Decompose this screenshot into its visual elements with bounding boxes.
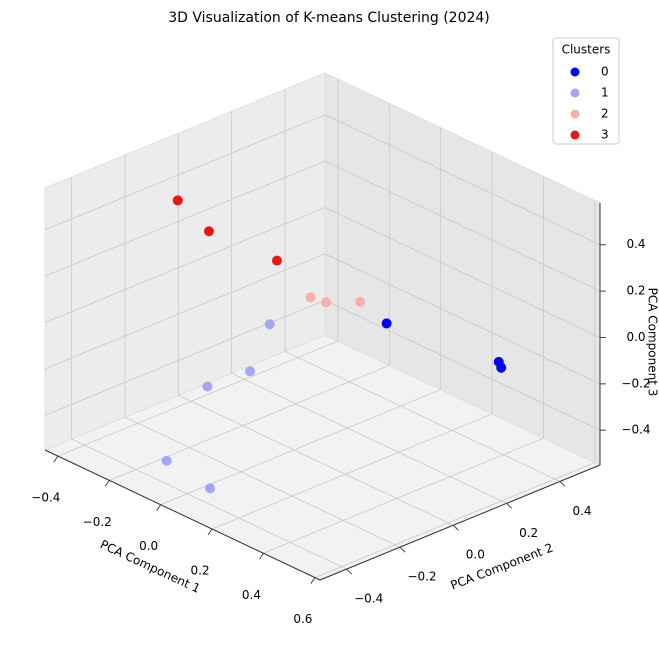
x-tick-label: 0.4 bbox=[242, 588, 261, 602]
tick-mark bbox=[104, 480, 110, 487]
legend-label: 3 bbox=[601, 128, 609, 142]
z-tick-label: 0.0 bbox=[626, 330, 645, 344]
grid-line bbox=[324, 207, 601, 338]
z-axis-label: PCA Component 3 bbox=[646, 288, 659, 397]
tick-mark bbox=[53, 455, 59, 463]
tick-mark bbox=[506, 502, 513, 509]
grid-line bbox=[178, 394, 454, 526]
grid-line bbox=[44, 160, 326, 277]
y-tick-label: 0.0 bbox=[466, 548, 485, 562]
x-tick-label: 0.6 bbox=[293, 612, 312, 626]
grid-line bbox=[44, 253, 326, 370]
legend-marker bbox=[570, 67, 580, 77]
tick-mark bbox=[207, 528, 213, 536]
grid-line bbox=[324, 299, 601, 431]
grid-line bbox=[109, 365, 390, 481]
point bbox=[205, 483, 216, 494]
tick-mark bbox=[452, 524, 459, 531]
point bbox=[321, 297, 332, 308]
grid-line bbox=[324, 114, 601, 246]
point bbox=[245, 366, 256, 377]
grid-line bbox=[324, 253, 601, 385]
y-tick-label: −0.4 bbox=[354, 592, 383, 606]
legend-label: 0 bbox=[601, 65, 609, 79]
legend-label: 2 bbox=[601, 107, 609, 121]
grid-line bbox=[57, 340, 339, 457]
point bbox=[496, 362, 507, 373]
point bbox=[264, 319, 275, 330]
grid-line bbox=[44, 207, 326, 323]
z-tick-label: −0.4 bbox=[621, 423, 650, 437]
y-axis-label: PCA Component 2 bbox=[449, 541, 556, 593]
point bbox=[202, 381, 213, 392]
point bbox=[355, 296, 366, 307]
x-tick-label: 0.0 bbox=[139, 539, 158, 553]
tick-mark bbox=[156, 504, 162, 511]
grid-line bbox=[263, 437, 544, 554]
z-tick-label: 0.4 bbox=[626, 237, 645, 251]
point bbox=[203, 226, 214, 237]
tick-mark bbox=[346, 568, 353, 575]
point bbox=[161, 455, 172, 466]
point bbox=[271, 255, 282, 266]
legend-title: Clusters bbox=[562, 43, 611, 57]
legend-box bbox=[552, 37, 620, 145]
grid-line bbox=[284, 351, 561, 482]
tick-mark bbox=[559, 481, 566, 487]
y-tick-label: −0.2 bbox=[407, 570, 436, 584]
y-axis-line bbox=[319, 464, 601, 581]
grid-line bbox=[211, 413, 493, 530]
grid-line bbox=[44, 114, 326, 231]
x-tick-label: 0.2 bbox=[191, 563, 210, 577]
legend-label: 1 bbox=[601, 86, 609, 100]
chart-title: 3D Visualization of K-means Clustering (… bbox=[168, 10, 490, 26]
grid-line bbox=[71, 438, 347, 570]
grid-line bbox=[124, 416, 401, 548]
tick-mark bbox=[310, 577, 316, 584]
legend-marker bbox=[570, 130, 580, 140]
grid-line bbox=[231, 372, 507, 504]
x-axis-line bbox=[44, 449, 321, 581]
grid-line bbox=[324, 160, 601, 292]
x-tick-label: −0.2 bbox=[83, 515, 112, 529]
point bbox=[381, 318, 392, 329]
point bbox=[305, 292, 316, 303]
z-tick-label: −0.2 bbox=[621, 376, 650, 390]
legend-marker bbox=[570, 88, 580, 98]
tick-mark bbox=[399, 546, 406, 553]
x-tick-label: −0.4 bbox=[31, 491, 60, 505]
legend-marker bbox=[570, 109, 580, 119]
y-tick-label: 0.2 bbox=[519, 526, 538, 540]
point bbox=[172, 195, 183, 206]
y-tick-label: 0.4 bbox=[572, 504, 591, 518]
z-tick-label: 0.2 bbox=[626, 284, 645, 298]
grid-line bbox=[44, 299, 326, 416]
grid-line bbox=[314, 462, 596, 578]
tick-mark bbox=[259, 552, 264, 560]
